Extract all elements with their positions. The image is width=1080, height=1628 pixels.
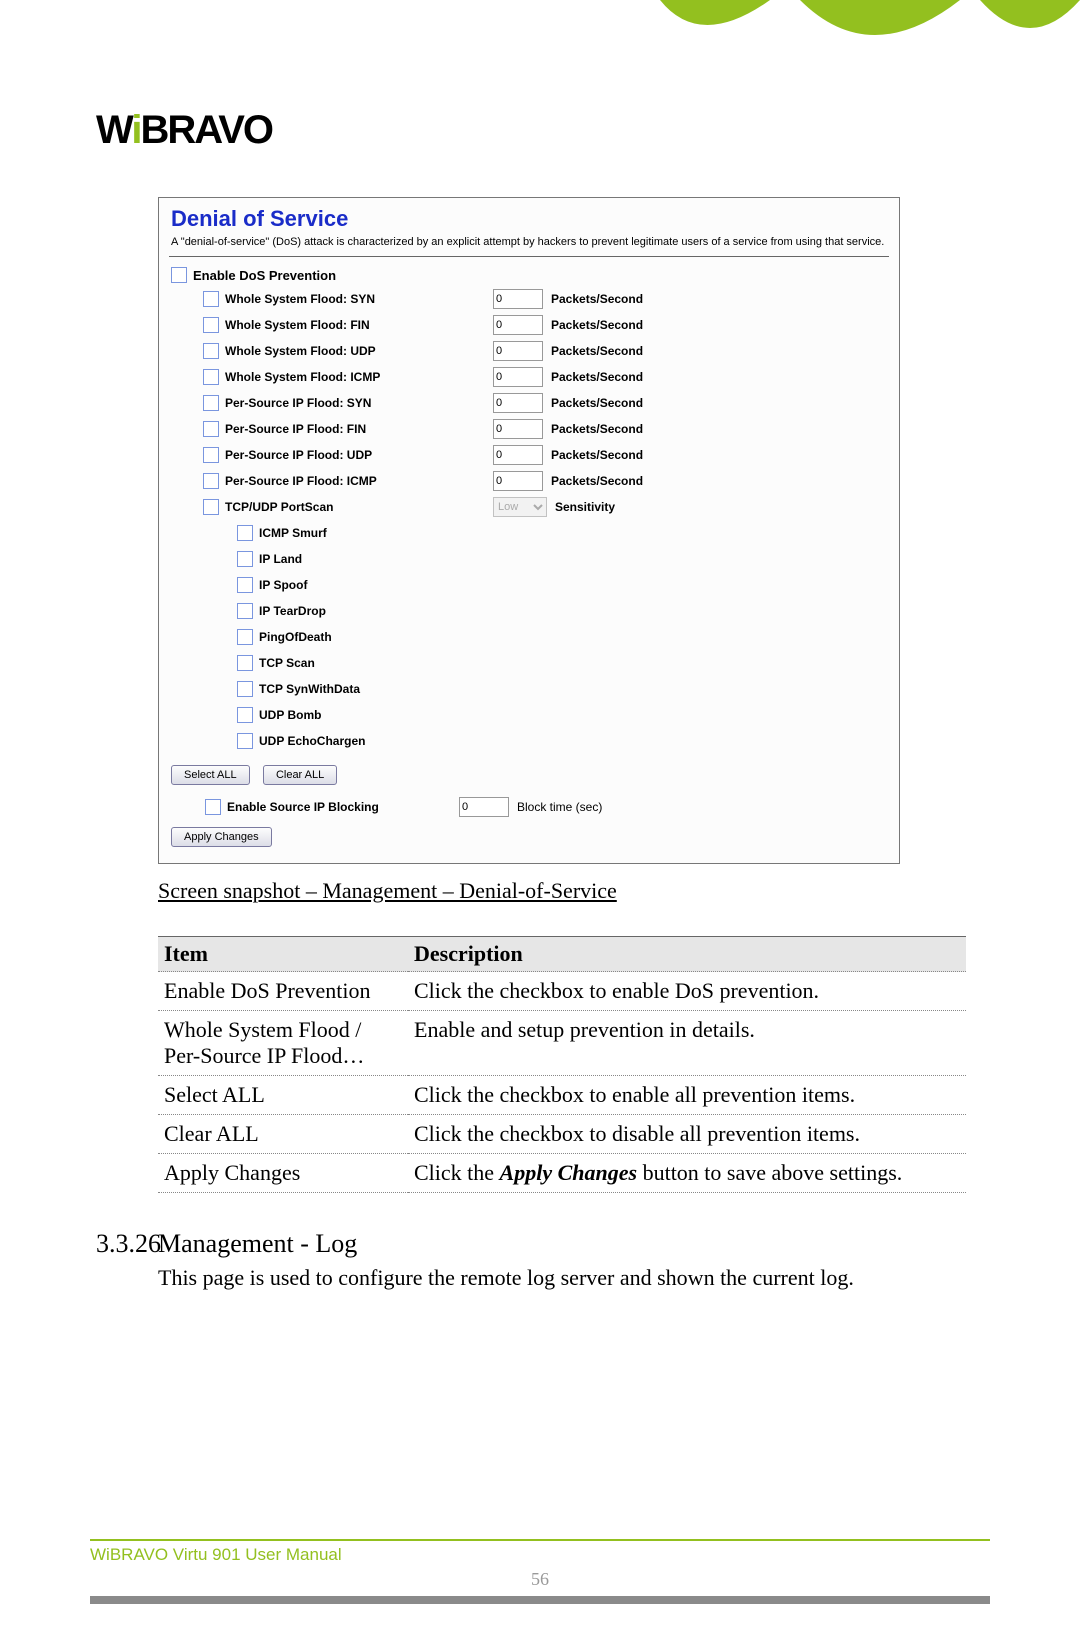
- simple-checkbox[interactable]: [237, 525, 253, 541]
- footer-text: WiBRAVO Virtu 901 User Manual: [90, 1545, 990, 1565]
- portscan-label: TCP/UDP PortScan: [225, 500, 333, 514]
- flood-checkbox[interactable]: [203, 369, 219, 385]
- simple-label: UDP EchoChargen: [259, 734, 365, 748]
- flood-checkbox[interactable]: [203, 395, 219, 411]
- flood-label: Per-Source IP Flood: UDP: [225, 448, 372, 462]
- header-decoration: [660, 0, 1080, 50]
- flood-label: Whole System Flood: FIN: [225, 318, 370, 332]
- screenshot-title: Denial of Service: [171, 206, 889, 232]
- flood-unit: Packets/Second: [551, 370, 643, 384]
- apply-changes-button[interactable]: Apply Changes: [171, 827, 272, 847]
- simple-label: TCP Scan: [259, 656, 315, 670]
- simple-label: PingOfDeath: [259, 630, 332, 644]
- block-input[interactable]: [459, 797, 509, 817]
- section-body: This page is used to configure the remot…: [158, 1265, 990, 1291]
- table-row-desc: Click the Apply Changes button to save a…: [408, 1154, 966, 1193]
- block-label: Enable Source IP Blocking: [227, 800, 379, 814]
- table-row-item: Select ALL: [158, 1076, 408, 1115]
- flood-unit: Packets/Second: [551, 344, 643, 358]
- portscan-unit: Sensitivity: [555, 500, 615, 514]
- flood-input[interactable]: [493, 367, 543, 387]
- logo: WiBRAVO: [96, 108, 990, 153]
- flood-label: Per-Source IP Flood: ICMP: [225, 474, 377, 488]
- screenshot-desc: A "denial-of-service" (DoS) attack is ch…: [171, 236, 887, 248]
- enable-dos-checkbox[interactable]: [171, 267, 187, 283]
- simple-checkbox[interactable]: [237, 681, 253, 697]
- flood-input[interactable]: [493, 315, 543, 335]
- flood-input[interactable]: [493, 419, 543, 439]
- flood-unit: Packets/Second: [551, 318, 643, 332]
- flood-unit: Packets/Second: [551, 422, 643, 436]
- flood-unit: Packets/Second: [551, 396, 643, 410]
- simple-label: TCP SynWithData: [259, 682, 360, 696]
- simple-label: IP TearDrop: [259, 604, 326, 618]
- clear-all-button[interactable]: Clear ALL: [263, 765, 337, 785]
- simple-label: ICMP Smurf: [259, 526, 327, 540]
- flood-checkbox[interactable]: [203, 421, 219, 437]
- enable-dos-label: Enable DoS Prevention: [193, 268, 336, 283]
- select-all-button[interactable]: Select ALL: [171, 765, 250, 785]
- table-header-item: Item: [158, 937, 408, 972]
- flood-label: Whole System Flood: ICMP: [225, 370, 380, 384]
- simple-checkbox[interactable]: [237, 733, 253, 749]
- simple-checkbox[interactable]: [237, 707, 253, 723]
- page-footer: WiBRAVO Virtu 901 User Manual 56: [90, 1539, 990, 1604]
- table-row-item: Clear ALL: [158, 1115, 408, 1154]
- table-row-desc: Click the checkbox to enable DoS prevent…: [408, 972, 966, 1011]
- page-number: 56: [90, 1569, 990, 1590]
- flood-label: Whole System Flood: SYN: [225, 292, 375, 306]
- flood-label: Whole System Flood: UDP: [225, 344, 376, 358]
- flood-input[interactable]: [493, 341, 543, 361]
- flood-checkbox[interactable]: [203, 343, 219, 359]
- table-row-desc: Enable and setup prevention in details.: [408, 1011, 966, 1076]
- flood-checkbox[interactable]: [203, 317, 219, 333]
- table-row-item: Whole System Flood / Per-Source IP Flood…: [158, 1011, 408, 1076]
- table-row-desc: Click the checkbox to disable all preven…: [408, 1115, 966, 1154]
- simple-checkbox[interactable]: [237, 551, 253, 567]
- simple-label: IP Spoof: [259, 578, 307, 592]
- flood-unit: Packets/Second: [551, 474, 643, 488]
- table-row-desc: Click the checkbox to enable all prevent…: [408, 1076, 966, 1115]
- table-row-item: Apply Changes: [158, 1154, 408, 1193]
- portscan-select[interactable]: Low: [493, 497, 547, 517]
- simple-label: UDP Bomb: [259, 708, 321, 722]
- flood-label: Per-Source IP Flood: SYN: [225, 396, 371, 410]
- table-row-item: Enable DoS Prevention: [158, 972, 408, 1011]
- block-unit: Block time (sec): [517, 800, 602, 814]
- simple-checkbox[interactable]: [237, 655, 253, 671]
- flood-input[interactable]: [493, 289, 543, 309]
- simple-label: IP Land: [259, 552, 302, 566]
- table-header-desc: Description: [408, 937, 966, 972]
- flood-checkbox[interactable]: [203, 447, 219, 463]
- flood-checkbox[interactable]: [203, 291, 219, 307]
- flood-input[interactable]: [493, 471, 543, 491]
- screenshot-caption: Screen snapshot – Management – Denial-of…: [158, 878, 990, 904]
- simple-checkbox[interactable]: [237, 603, 253, 619]
- section-heading: 3.3.26Management - Log: [96, 1229, 990, 1259]
- flood-unit: Packets/Second: [551, 292, 643, 306]
- block-checkbox[interactable]: [205, 799, 221, 815]
- description-table: Item Description Enable DoS PreventionCl…: [158, 936, 966, 1193]
- flood-input[interactable]: [493, 445, 543, 465]
- simple-checkbox[interactable]: [237, 577, 253, 593]
- dos-screenshot: Denial of Service A "denial-of-service" …: [158, 197, 900, 864]
- flood-checkbox[interactable]: [203, 473, 219, 489]
- portscan-checkbox[interactable]: [203, 499, 219, 515]
- flood-label: Per-Source IP Flood: FIN: [225, 422, 366, 436]
- flood-unit: Packets/Second: [551, 448, 643, 462]
- flood-input[interactable]: [493, 393, 543, 413]
- simple-checkbox[interactable]: [237, 629, 253, 645]
